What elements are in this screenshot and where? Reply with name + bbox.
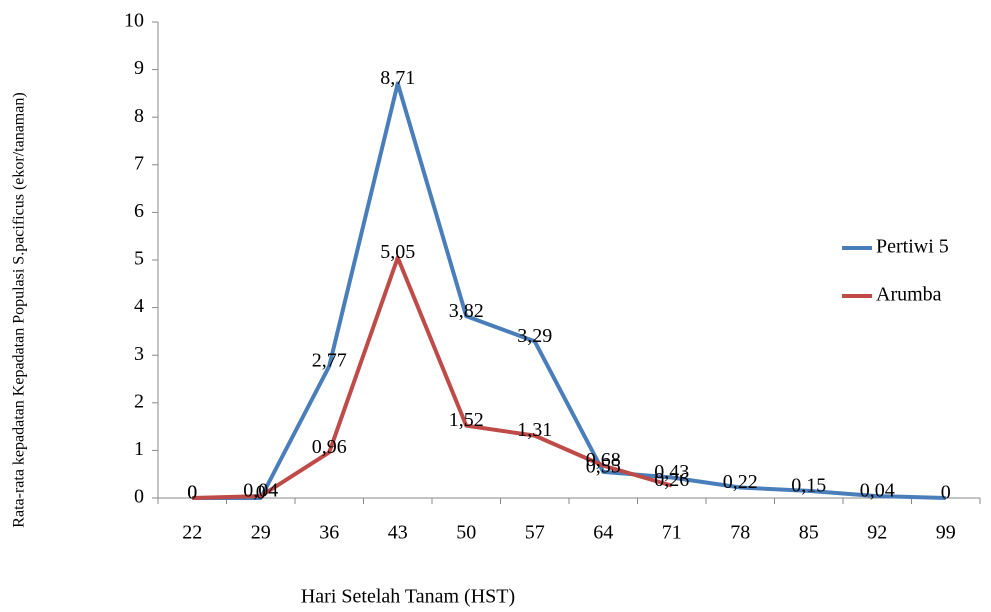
x-tick-label: 92	[867, 522, 887, 544]
y-tick-label: 7	[134, 152, 144, 174]
data-label: 0,26	[654, 469, 689, 491]
data-label: 8,71	[380, 67, 415, 89]
data-label: 5,05	[380, 241, 415, 263]
legend-label: Arumba	[876, 284, 942, 306]
data-label: 1,31	[517, 419, 552, 441]
x-tick-label: 57	[525, 522, 545, 544]
y-tick-label: 3	[134, 343, 144, 365]
data-label: 0,68	[586, 449, 621, 471]
data-label: 0	[187, 482, 197, 504]
y-tick-label: 1	[134, 438, 144, 460]
y-tick-label: 8	[134, 105, 144, 127]
legend-label: Pertiwi 5	[876, 236, 949, 258]
x-axis-label: Hari Setelah Tanam (HST)	[301, 586, 515, 608]
data-label: 0	[187, 482, 197, 504]
data-label: 0,15	[791, 474, 826, 496]
x-tick-label: 64	[593, 522, 613, 544]
y-tick-label: 10	[124, 10, 144, 32]
x-tick-label: 50	[456, 522, 476, 544]
x-tick-label: 43	[388, 522, 408, 544]
x-tick-label: 99	[936, 522, 956, 544]
x-tick-label: 36	[319, 522, 339, 544]
data-label: 2,77	[312, 350, 347, 372]
data-label: 0,22	[723, 471, 758, 493]
series-line	[192, 255, 673, 500]
data-label: 0,55	[586, 455, 621, 477]
x-tick-label: 78	[730, 522, 750, 544]
data-label: 0	[941, 482, 951, 504]
y-axis-label: Rata-rata kepadatan Kepadatan Populasi S…	[11, 92, 28, 527]
data-label: 3,29	[517, 325, 552, 347]
data-label: 0,04	[243, 480, 278, 502]
y-tick-label: 5	[134, 248, 144, 270]
x-tick-label: 85	[799, 522, 819, 544]
y-tick-label: 6	[134, 200, 144, 222]
data-label: 0,04	[860, 480, 895, 502]
data-label: 3,82	[449, 300, 484, 322]
y-tick-label: 4	[134, 295, 144, 317]
y-tick-label: 2	[134, 390, 144, 412]
series-line	[192, 81, 946, 500]
data-label: 1,52	[449, 409, 484, 431]
x-tick-label: 29	[251, 522, 271, 544]
x-tick-label: 22	[182, 522, 202, 544]
y-tick-label: 9	[134, 57, 144, 79]
x-tick-label: 71	[662, 522, 682, 544]
data-label: 0	[256, 482, 266, 504]
y-tick-label: 0	[134, 486, 144, 508]
data-label: 0,43	[654, 461, 689, 483]
data-label: 0,96	[312, 436, 347, 458]
